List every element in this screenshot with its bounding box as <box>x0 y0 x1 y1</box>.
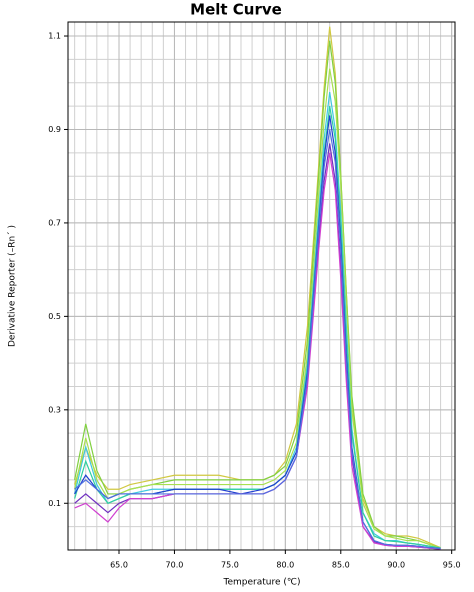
x-tick-label: 80.0 <box>276 561 294 570</box>
plot-border <box>67 21 456 551</box>
y-tick-label: 0.7 <box>48 218 61 227</box>
y-tick-label: 0.5 <box>48 312 61 321</box>
y-tick-label: 1.1 <box>48 32 61 41</box>
y-tick-label: 0.1 <box>48 499 61 508</box>
x-tick-label: 95.0 <box>443 561 461 570</box>
series-line <box>74 68 441 549</box>
chart-title: Melt Curve <box>190 1 282 19</box>
x-tick-label: 65.0 <box>110 561 128 570</box>
series-line <box>74 152 441 550</box>
series-line <box>74 129 441 550</box>
x-tick-label: 75.0 <box>221 561 239 570</box>
y-axis-label: Derivative Reporter (–Rn´ ) <box>7 225 18 347</box>
plot-area <box>68 22 455 550</box>
series-line <box>74 26 441 549</box>
x-axis-label: Temperature (℃) <box>222 578 300 588</box>
x-tick-label: 90.0 <box>387 561 405 570</box>
x-tick-label: 85.0 <box>332 561 350 570</box>
x-tick-label: 70.0 <box>166 561 184 570</box>
y-tick-label: 0.9 <box>48 125 61 134</box>
y-tick-label: 0.3 <box>48 405 61 414</box>
